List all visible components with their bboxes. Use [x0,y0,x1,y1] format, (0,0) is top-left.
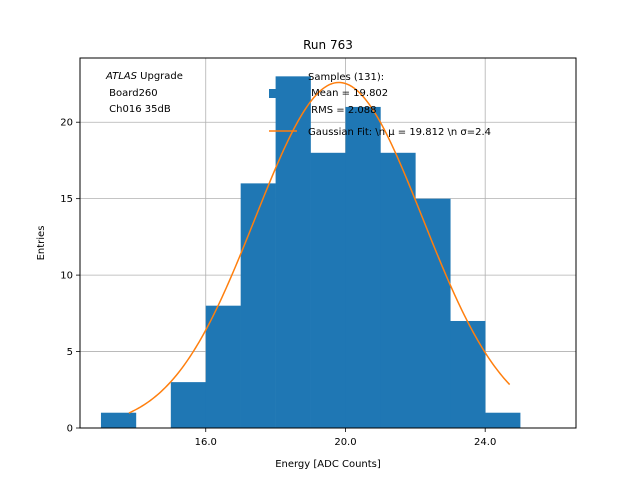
plot-frame [79,57,577,429]
histogram-bar [450,320,486,428]
histogram-bar [415,198,451,428]
histogram-bar [310,152,346,428]
y-axis-label: Entries [36,226,47,261]
y-tick-label: 0 [67,424,73,435]
histogram-bar [345,106,381,428]
axis-ticks: 16.0 20.0 24.0 0 5 10 15 20 [60,118,496,448]
legend-hist-line-1: Samples (131): [308,72,384,83]
histogram-bar [485,412,521,428]
y-tick-label: 10 [60,271,73,282]
legend: Samples (131): Mean = 19.802 RMS = 2.088… [269,72,491,138]
histogram-bar [275,76,311,428]
legend-hist-line-3: RMS = 2.088 [308,105,376,116]
gaussian-fit [128,81,511,414]
x-tick-label: 16.0 [195,437,217,448]
histogram-bar [240,183,276,428]
legend-hist-line-2: Mean = 19.802 [308,88,388,99]
histogram-bar [205,305,241,428]
annotation-line-3: Ch016 35dB [106,104,171,115]
atlas-annotation: ATLAS Upgrade Board260 Ch016 35dB [105,71,183,115]
annotation-line-2: Board260 [106,88,158,99]
annotation-atlas: ATLAS [105,71,138,82]
x-axis-label: Energy [ADC Counts] [275,459,381,470]
y-tick-label: 5 [67,347,73,358]
annotation-upgrade: Upgrade [137,71,183,82]
annotation-line-1: ATLAS Upgrade [105,71,183,82]
y-tick-label: 20 [60,118,73,129]
histogram-bars [100,76,521,428]
y-tick-label: 15 [60,194,73,205]
legend-hist-swatch [269,89,289,98]
histogram-bar [100,412,137,428]
histogram-bar [380,152,416,428]
histogram-bar [170,382,207,428]
legend-fit-label: Gaussian Fit: \n μ = 19.812 \n σ=2.4 [308,127,491,138]
x-tick-label: 24.0 [474,437,496,448]
x-tick-label: 20.0 [334,437,356,448]
chart-title: Run 763 [303,38,353,52]
gaussian-fit-curve [128,81,511,414]
